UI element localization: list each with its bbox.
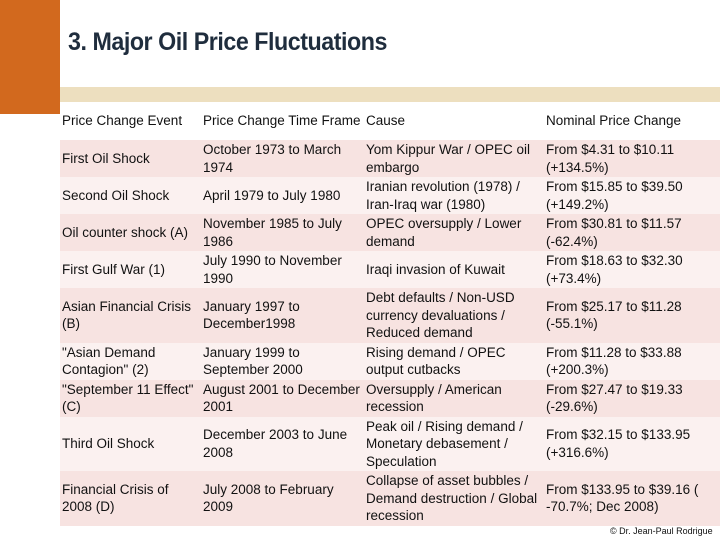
header-event: Price Change Event <box>62 113 183 129</box>
table-row: "Asian Demand Contagion" (2) January 199… <box>60 342 720 380</box>
cell-time-frame: December 2003 to June 2008 <box>203 427 348 460</box>
table-header-row: Price Change Event Price Change Time Fra… <box>60 102 720 140</box>
cell-event: Second Oil Shock <box>62 187 170 203</box>
cell-time-frame: October 1973 to March 1974 <box>203 142 342 175</box>
cell-time-frame: April 1979 to July 1980 <box>203 187 341 203</box>
table-row: Oil counter shock (A) November 1985 to J… <box>60 214 720 251</box>
cell-price-change: From $4.31 to $10.11 (+134.5%) <box>546 142 675 175</box>
cell-price-change: From $30.81 to $11.57 (-62.4%) <box>546 216 682 249</box>
cell-event: "Asian Demand Contagion" (2) <box>62 344 156 378</box>
copyright-credit: © Dr. Jean-Paul Rodrigue <box>610 526 713 536</box>
cell-event: Third Oil Shock <box>62 436 155 451</box>
cell-event: Asian Financial Crisis (B) <box>62 298 192 332</box>
table-row: Third Oil Shock December 2003 to June 20… <box>60 416 720 471</box>
cell-cause: Iranian revolution (1978) / Iran-Iraq wa… <box>366 179 520 212</box>
cell-cause: OPEC oversupply / Lower demand <box>366 216 522 249</box>
cell-price-change: From $32.15 to $133.95 (+316.6%) <box>546 427 691 460</box>
cell-time-frame: November 1985 to July 1986 <box>203 216 342 249</box>
table-row: First Oil Shock October 1973 to March 19… <box>60 140 720 177</box>
cell-cause: Iraqi invasion of Kuwait <box>366 261 505 277</box>
table-row: Asian Financial Crisis (B) January 1997 … <box>60 288 720 343</box>
cell-time-frame: July 1990 to November 1990 <box>203 253 342 286</box>
cell-cause: Collapse of asset bubbles / Demand destr… <box>366 473 538 523</box>
corner-accent-block <box>0 0 60 114</box>
cell-price-change: From $18.63 to $32.30 (+73.4%) <box>546 253 683 286</box>
header-cause: Cause <box>366 113 406 129</box>
cell-event: First Oil Shock <box>62 150 150 166</box>
cell-cause: Peak oil / Rising demand / Monetary deba… <box>366 418 523 469</box>
cell-price-change: From $27.47 to $19.33 (-29.6%) <box>546 381 683 415</box>
cell-price-change: From $11.28 to $33.88 (+200.3%) <box>546 344 682 378</box>
cell-cause: Rising demand / OPEC output cutbacks <box>366 344 506 378</box>
cell-price-change: From $25.17 to $11.28 (-55.1%) <box>546 298 682 332</box>
slide-title: 3. Major Oil Price Fluctuations <box>68 28 387 56</box>
cell-time-frame: January 1999 to September 2000 <box>203 344 303 378</box>
header-band <box>60 87 720 114</box>
cell-price-change: From $15.85 to $39.50 (+149.2%) <box>546 179 683 212</box>
cell-event: Financial Crisis of 2008 (D) <box>62 481 169 515</box>
table-row: Financial Crisis of 2008 (D) July 2008 t… <box>60 471 720 526</box>
cell-time-frame: August 2001 to December 2001 <box>203 381 360 415</box>
cell-event: First Gulf War (1) <box>62 261 165 277</box>
cell-cause: Oversupply / American recession <box>366 381 502 415</box>
table-row: First Gulf War (1) July 1990 to November… <box>60 251 720 288</box>
cell-cause: Debt defaults / Non-USD currency devalua… <box>366 290 515 340</box>
cell-cause: Yom Kippur War / OPEC oil embargo <box>366 142 531 175</box>
header-price-change: Nominal Price Change <box>546 113 682 129</box>
cell-price-change: From $133.95 to $39.16 ( -70.7%; Dec 200… <box>546 481 699 515</box>
cell-event: Oil counter shock (A) <box>62 224 189 240</box>
cell-event: "September 11 Effect" (C) <box>62 381 194 415</box>
cell-time-frame: July 2008 to February 2009 <box>203 481 334 515</box>
header-time-frame: Price Change Time Frame <box>203 113 361 129</box>
table-row: "September 11 Effect" (C) August 2001 to… <box>60 379 720 417</box>
cell-time-frame: January 1997 to December1998 <box>203 298 300 332</box>
oil-price-table: Price Change Event Price Change Time Fra… <box>60 102 720 526</box>
table-row: Second Oil Shock April 1979 to July 1980… <box>60 177 720 214</box>
